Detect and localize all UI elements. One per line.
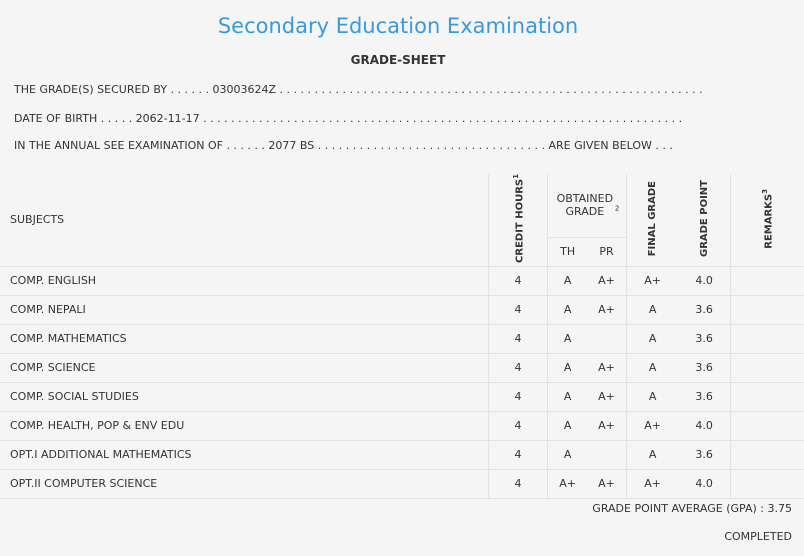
- subject-cell: COMP. SOCIAL STUDIES: [0, 382, 489, 412]
- grade-point-cell: 3.6: [678, 295, 731, 325]
- remarks-cell: [729, 324, 804, 354]
- obtained-grade-header: OBTAINED GRADE 2: [547, 174, 627, 238]
- subject-cell: COMP. MATHEMATICS: [0, 324, 489, 354]
- practical-grade-cell: A+: [587, 353, 627, 383]
- subjects-header: SUBJECTS: [0, 174, 489, 267]
- theory-grade-cell: A: [547, 266, 588, 296]
- gpa-summary: GRADE POINT AVERAGE (GPA) : 3.75: [592, 502, 792, 515]
- credit-hours-header: CREDIT HOURS1: [487, 174, 548, 267]
- final-grade-cell: A: [625, 295, 679, 325]
- final-grade-header: FINAL GRADE: [625, 174, 679, 267]
- exam-year-line: IN THE ANNUAL SEE EXAMINATION OF . . . .…: [14, 139, 673, 152]
- subject-cell: COMP. SCIENCE: [0, 353, 489, 383]
- grade-point-header: GRADE POINT: [678, 174, 731, 267]
- theory-grade-cell: A: [547, 324, 588, 354]
- credit-hours-cell: 4: [487, 440, 548, 470]
- table-row: COMP. SOCIAL STUDIES 4 A A+ A 3.6: [0, 382, 804, 412]
- practical-grade-cell: A+: [587, 266, 627, 296]
- table-row: COMP. SCIENCE 4 A A+ A 3.6: [0, 353, 804, 383]
- credit-hours-cell: 4: [487, 411, 548, 441]
- theory-grade-cell: A: [547, 353, 588, 383]
- remarks-cell: [729, 266, 804, 296]
- remarks-cell: [729, 382, 804, 412]
- remarks-cell: [729, 469, 804, 499]
- date-of-birth-line: DATE OF BIRTH . . . . . 2062-11-17 . . .…: [14, 112, 683, 125]
- grade-point-cell: 4.0: [678, 266, 731, 296]
- credit-hours-cell: 4: [487, 324, 548, 354]
- grade-point-cell: 3.6: [678, 382, 731, 412]
- practical-header: PR: [587, 237, 627, 267]
- credit-hours-cell: 4: [487, 295, 548, 325]
- practical-grade-cell: A+: [587, 469, 627, 499]
- final-grade-cell: A+: [625, 469, 679, 499]
- practical-grade-cell: [587, 440, 627, 470]
- credit-hours-cell: 4: [487, 469, 548, 499]
- table-row: COMP. NEPALI 4 A A+ A 3.6: [0, 295, 804, 325]
- theory-grade-cell: A: [547, 382, 588, 412]
- final-grade-cell: A: [625, 440, 679, 470]
- remarks-cell: [729, 353, 804, 383]
- exam-title: Secondary Education Examination: [217, 14, 579, 38]
- table-row: OPT.I ADDITIONAL MATHEMATICS 4 A A 3.6: [0, 440, 804, 470]
- grade-point-cell: 3.6: [678, 440, 731, 470]
- grade-point-cell: 4.0: [678, 411, 731, 441]
- credit-hours-cell: 4: [487, 266, 548, 296]
- practical-grade-cell: A+: [587, 382, 627, 412]
- final-grade-cell: A+: [625, 411, 679, 441]
- credit-hours-cell: 4: [487, 382, 548, 412]
- theory-grade-cell: A: [547, 411, 588, 441]
- theory-grade-cell: A+: [547, 469, 588, 499]
- table-row: OPT.II COMPUTER SCIENCE 4 A+ A+ A+ 4.0: [0, 469, 804, 499]
- remarks-cell: [729, 411, 804, 441]
- grade-table: SUBJECTS CREDIT HOURS1 OBTAINED GRADE 2 F…: [0, 174, 804, 499]
- theory-grade-cell: A: [547, 440, 588, 470]
- table-row: COMP. MATHEMATICS 4 A A 3.6: [0, 324, 804, 354]
- subject-cell: COMP. NEPALI: [0, 295, 489, 325]
- subject-cell: OPT.I ADDITIONAL MATHEMATICS: [0, 440, 489, 470]
- final-grade-cell: A: [625, 382, 679, 412]
- final-grade-cell: A: [625, 324, 679, 354]
- subject-cell: COMP. ENGLISH: [0, 266, 489, 296]
- grade-point-cell: 3.6: [678, 324, 731, 354]
- grade-point-cell: 4.0: [678, 469, 731, 499]
- grade-point-cell: 3.6: [678, 353, 731, 383]
- table-row: COMP. HEALTH, POP & ENV EDU 4 A A+ A+ 4.0: [0, 411, 804, 441]
- theory-grade-cell: A: [547, 295, 588, 325]
- subject-cell: COMP. HEALTH, POP & ENV EDU: [0, 411, 489, 441]
- remarks-header: REMARKS3: [729, 174, 804, 267]
- remarks-cell: [729, 295, 804, 325]
- grade-sheet-heading: GRADE-SHEET: [350, 53, 446, 67]
- result-status: COMPLETED: [724, 530, 792, 543]
- credit-hours-cell: 4: [487, 353, 548, 383]
- remarks-cell: [729, 440, 804, 470]
- practical-grade-cell: A+: [587, 295, 627, 325]
- practical-grade-cell: [587, 324, 627, 354]
- subject-cell: OPT.II COMPUTER SCIENCE: [0, 469, 489, 499]
- final-grade-cell: A+: [625, 266, 679, 296]
- table-row: COMP. ENGLISH 4 A A+ A+ 4.0: [0, 266, 804, 296]
- final-grade-cell: A: [625, 353, 679, 383]
- grade-secured-by-line: THE GRADE(S) SECURED BY . . . . . . 0300…: [14, 83, 703, 96]
- theory-header: TH: [547, 237, 588, 267]
- practical-grade-cell: A+: [587, 411, 627, 441]
